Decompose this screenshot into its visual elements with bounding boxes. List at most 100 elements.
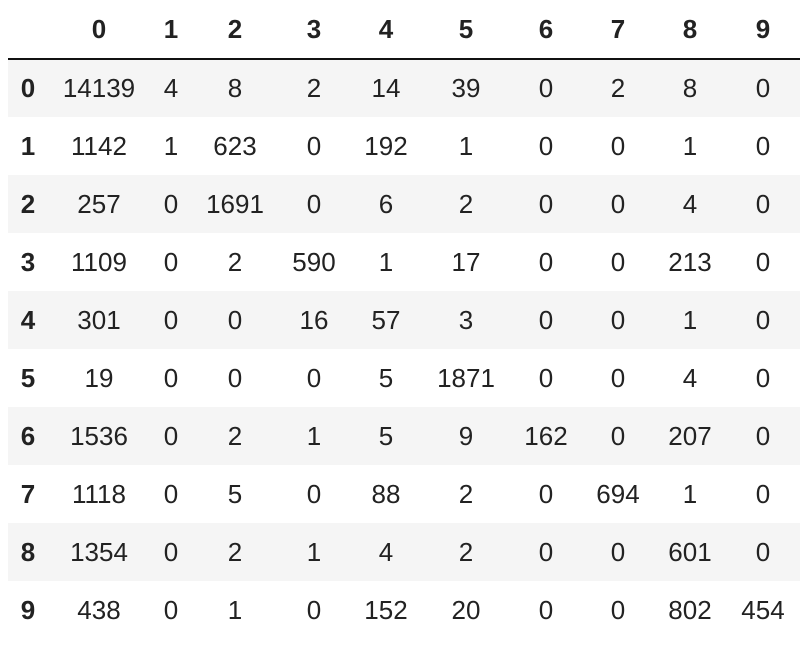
table-cell: 0 [163,536,179,567]
table-body: 0 14139 4 8 2 14 39 0 2 8 0 1 1142 1 623 0 192 1 0 0 1 0 2 257 0… [8,59,800,639]
table-cell: 0 [538,594,554,625]
table-cell: 0 [610,304,626,335]
table-cell: 1 [306,536,322,567]
table-cell: 16 [299,304,329,335]
table-row: 6 1536 0 2 1 5 9 162 0 207 0 [8,407,800,465]
table-cell: 1 [682,130,698,161]
table-cell: 4 [163,73,179,103]
table-cell: 5 [378,420,394,451]
row-index-label: 1 [20,130,36,161]
column-header-8: 8 [654,0,726,60]
column-header-5: 5 [422,0,510,60]
table-cell: 0 [538,246,554,277]
table-row: 3 1109 0 2 590 1 17 0 0 213 0 [8,233,800,291]
table-cell: 0 [610,536,626,567]
table-cell: 0 [755,73,771,103]
table-cell: 0 [538,362,554,393]
table-cell: 0 [163,304,179,335]
table-cell: 88 [371,478,401,509]
table-cell: 8 [227,73,243,103]
table-cell: 4 [378,536,394,567]
column-header-4: 4 [350,0,422,60]
table-cell: 20 [451,594,481,625]
table-cell: 623 [213,130,257,161]
table-cell: 0 [163,362,179,393]
table-cell: 0 [163,420,179,451]
row-index-label: 4 [20,304,36,335]
column-header-3: 3 [278,0,350,60]
table-cell: 301 [77,304,121,335]
table-cell: 601 [668,536,712,567]
table-cell: 6 [378,188,394,219]
table-cell: 0 [755,188,771,219]
table-cell: 1 [163,130,179,161]
table-cell: 590 [292,246,336,277]
table-cell: 438 [77,594,121,625]
table-cell: 0 [610,420,626,451]
table-cell: 1 [306,420,322,451]
row-index-label: 5 [20,362,36,393]
table-cell: 1109 [71,246,127,277]
column-header-2: 2 [192,0,278,60]
table-cell: 0 [538,188,554,219]
table-cell: 0 [306,594,322,625]
table-cell: 5 [227,478,243,509]
table-cell: 213 [668,246,712,277]
column-header-1: 1 [150,0,192,60]
table-cell: 0 [755,246,771,277]
table-cell: 1 [682,478,698,509]
table-cell: 19 [84,362,114,393]
table-cell: 207 [668,420,712,451]
table-cell: 0 [538,73,554,103]
table-row: 4 301 0 0 16 57 3 0 0 1 0 [8,291,800,349]
table-cell: 0 [163,594,179,625]
table-cell: 1 [682,304,698,335]
table-cell: 454 [741,594,785,625]
table-cell: 2 [610,73,626,103]
table-cell: 0 [306,362,322,393]
table-cell: 14139 [62,73,136,103]
row-index-label: 0 [20,73,36,103]
table-cell: 802 [668,594,712,625]
table-cell: 0 [610,130,626,161]
table-cell: 39 [451,73,481,103]
table-cell: 0 [538,130,554,161]
table-cell: 0 [755,304,771,335]
table-cell: 5 [378,362,394,393]
table-cell: 1536 [70,420,128,451]
table-cell: 0 [755,420,771,451]
table-cell: 2 [227,420,243,451]
table-cell: 57 [371,304,401,335]
row-index-label: 2 [20,188,36,219]
row-index-label: 7 [20,478,36,509]
table-cell: 1142 [71,130,127,161]
table-cell: 0 [610,594,626,625]
table-cell: 0 [755,130,771,161]
table-cell: 0 [610,188,626,219]
table-cell: 0 [755,536,771,567]
table-row: 2 257 0 1691 0 6 2 0 0 4 0 [8,175,800,233]
row-index-label: 3 [20,246,36,277]
table-cell: 0 [227,362,243,393]
table-row: 5 19 0 0 0 5 1871 0 0 4 0 [8,349,800,407]
table-row: 8 1354 0 2 1 4 2 0 0 601 0 [8,523,800,581]
table-cell: 2 [306,73,322,103]
table-cell: 2 [458,478,474,509]
table-cell: 1 [458,130,474,161]
table-cell: 0 [306,130,322,161]
table-cell: 3 [458,304,474,335]
table-cell: 1 [378,246,394,277]
table-cell: 2 [458,536,474,567]
table-cell: 0 [610,362,626,393]
table-cell: 4 [682,188,698,219]
table-row: 1 1142 1 623 0 192 1 0 0 1 0 [8,117,800,175]
table-cell: 1118 [72,478,126,509]
table-cell: 192 [364,130,408,161]
table-cell: 0 [163,188,179,219]
table-cell: 0 [306,188,322,219]
table-cell: 2 [227,246,243,277]
table-cell: 17 [451,246,481,277]
column-header-7: 7 [582,0,654,60]
